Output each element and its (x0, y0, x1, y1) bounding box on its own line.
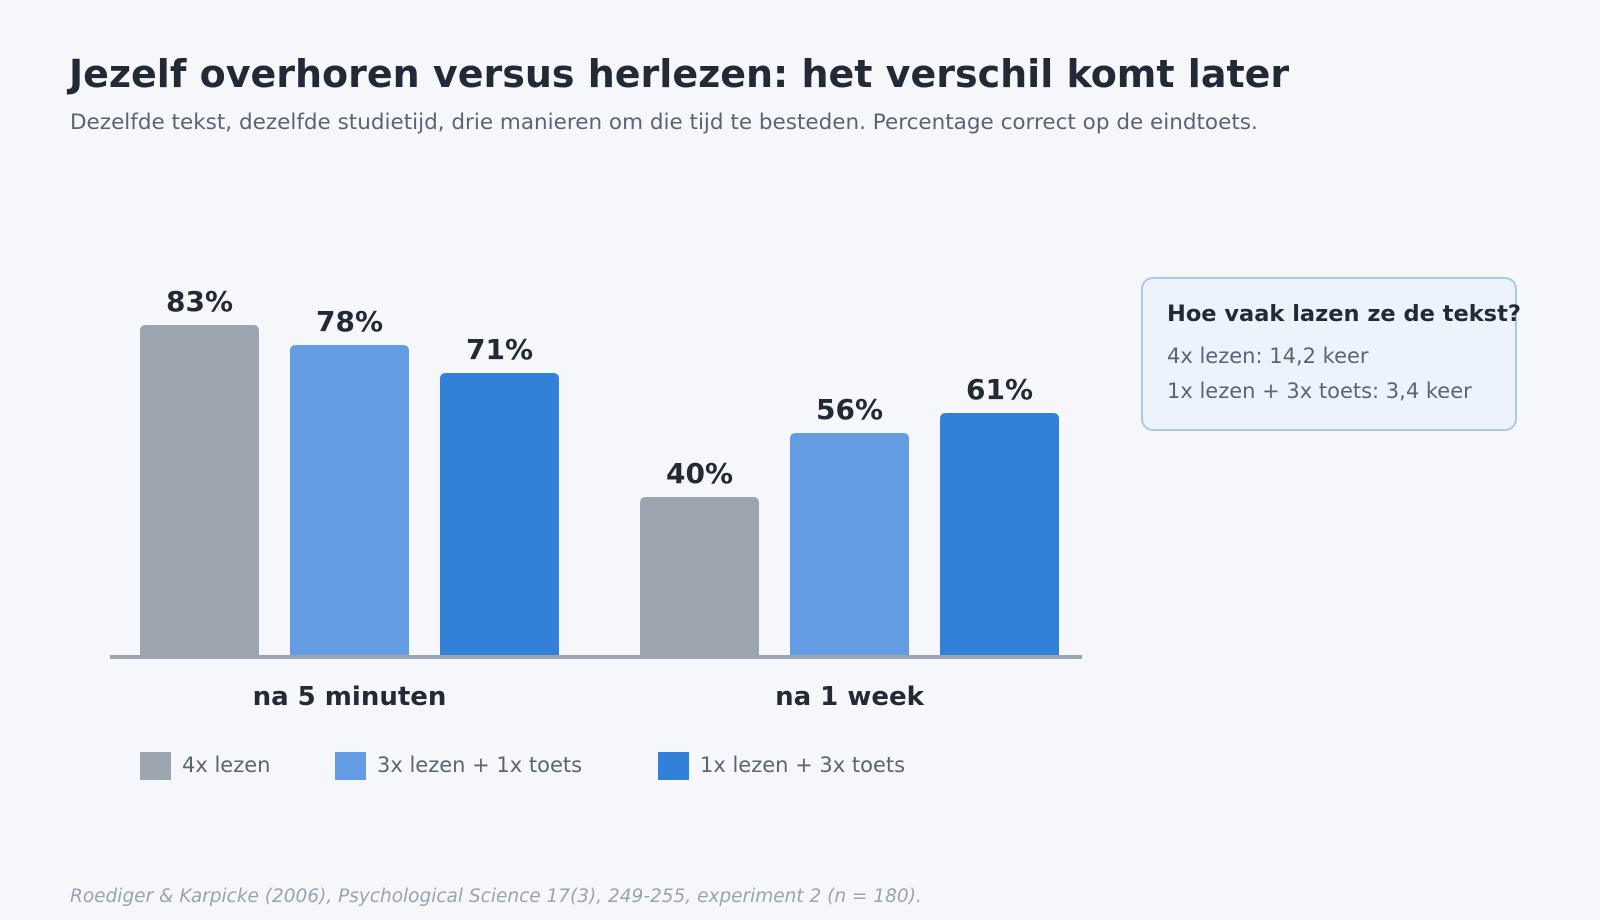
chart-title: Jezelf overhoren versus herlezen: het ve… (69, 52, 1290, 96)
legend-label-1x-lezen-3x-toets: 1x lezen + 3x toets (700, 753, 905, 777)
data-label-4x-lezen-na-1-week: 40% (666, 457, 733, 490)
bar-1x-lezen-3x-toets-na-5-minuten (440, 373, 559, 657)
legend-swatch-1x-lezen-3x-toets (658, 752, 689, 780)
bar-1x-lezen-3x-toets-na-1-week (940, 413, 1059, 657)
chart-subtitle: Dezelfde tekst, dezelfde studietijd, dri… (70, 110, 1258, 135)
data-label-1x-lezen-3x-toets-na-5-minuten: 71% (466, 333, 533, 366)
legend-label-3x-lezen-1x-toets: 3x lezen + 1x toets (377, 753, 582, 777)
source-citation: Roediger & Karpicke (2006), Psychologica… (70, 886, 922, 907)
legend-swatch-4x-lezen (140, 752, 171, 780)
category-label-na-5-minuten: na 5 minuten (253, 682, 447, 712)
legend-label-4x-lezen: 4x lezen (182, 753, 270, 777)
note-title: Hoe vaak lazen ze de tekst? (1167, 301, 1521, 327)
bar-4x-lezen-na-5-minuten (140, 325, 259, 657)
x-axis-baseline (110, 655, 1082, 659)
note-line-4x-lezen: 4x lezen: 14,2 keer (1167, 344, 1369, 368)
data-label-3x-lezen-1x-toets-na-1-week: 56% (816, 393, 883, 426)
data-label-3x-lezen-1x-toets-na-5-minuten: 78% (316, 305, 383, 338)
data-label-1x-lezen-3x-toets-na-1-week: 61% (966, 373, 1033, 406)
reading-count-note: Hoe vaak lazen ze de tekst? 4x lezen: 14… (1141, 277, 1521, 431)
bar-4x-lezen-na-1-week (640, 497, 759, 657)
bar-3x-lezen-1x-toets-na-5-minuten (290, 345, 409, 657)
bar-3x-lezen-1x-toets-na-1-week (790, 433, 909, 657)
category-label-na-1-week: na 1 week (775, 682, 925, 712)
data-label-4x-lezen-na-5-minuten: 83% (166, 285, 233, 318)
legend-swatch-3x-lezen-1x-toets (335, 752, 366, 780)
note-line-1x-lezen-3x-toets: 1x lezen + 3x toets: 3,4 keer (1167, 379, 1472, 403)
